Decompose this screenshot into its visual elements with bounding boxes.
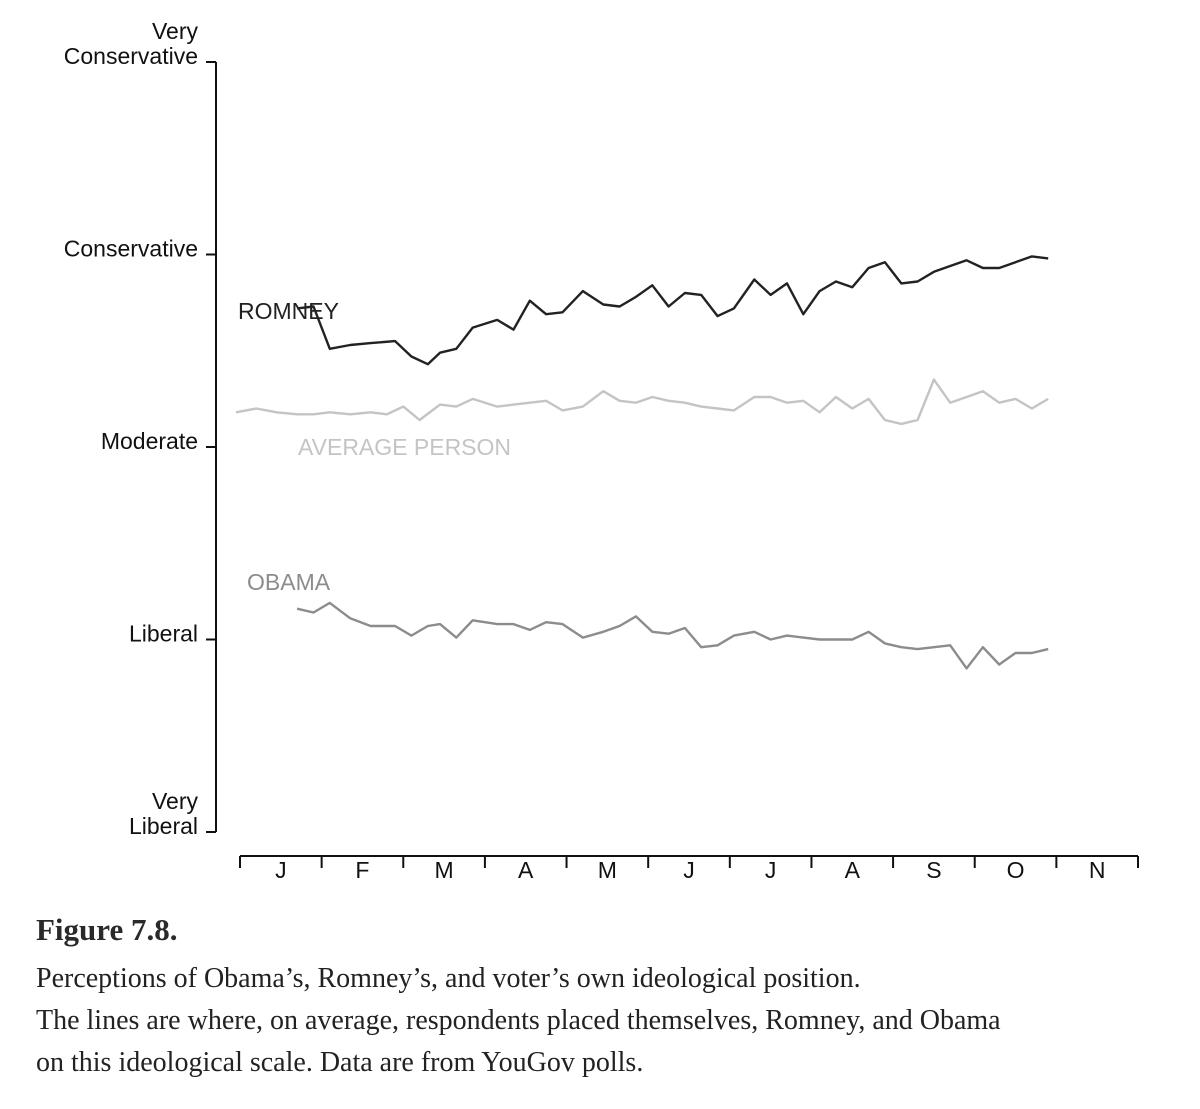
x-month-label: J bbox=[275, 857, 287, 883]
y-tick-label-line: Liberal bbox=[129, 813, 198, 839]
x-month-label: S bbox=[926, 857, 941, 883]
y-tick-label: Liberal bbox=[129, 621, 198, 647]
y-tick-label-line: Very bbox=[152, 18, 199, 44]
x-month-label: F bbox=[355, 857, 369, 883]
series-line-obama bbox=[296, 601, 1049, 670]
y-tick-label: Very Conservative bbox=[64, 18, 199, 69]
x-month-label: J bbox=[765, 857, 777, 883]
x-month-label: N bbox=[1089, 857, 1106, 883]
y-tick-label-line: Conservative bbox=[64, 236, 198, 262]
caption-line-3: on this ideological scale. Data are from… bbox=[36, 1047, 644, 1078]
x-month-label: A bbox=[518, 857, 534, 883]
figure-caption: Figure 7.8. Perceptions of Obama’s, Romn… bbox=[36, 912, 1176, 1084]
y-axis: Very LiberalLiberalModerateConservativeVe… bbox=[64, 18, 217, 839]
x-month-label: O bbox=[1007, 857, 1025, 883]
y-tick-label-line: Liberal bbox=[129, 621, 198, 647]
series-label-obama: OBAMA bbox=[247, 569, 331, 595]
x-month-label: M bbox=[435, 857, 454, 883]
x-month-label: M bbox=[598, 857, 617, 883]
y-tick-label-line: Very bbox=[152, 788, 199, 814]
series-label-romney: ROMNEY bbox=[238, 298, 339, 324]
series-line-average-person bbox=[235, 378, 1049, 426]
figure-label: Figure 7.8. bbox=[36, 912, 178, 947]
series-lines bbox=[235, 255, 1049, 670]
y-tick-label-line: Moderate bbox=[101, 428, 198, 454]
y-tick-label: Moderate bbox=[101, 428, 198, 454]
ideology-line-chart: Very LiberalLiberalModerateConservativeVe… bbox=[64, 18, 1139, 883]
y-tick-label-line: Conservative bbox=[64, 43, 198, 69]
x-month-label: A bbox=[845, 857, 861, 883]
y-tick-label: Very Liberal bbox=[129, 788, 199, 839]
caption-line-1: Perceptions of Obama’s, Romney’s, and vo… bbox=[36, 963, 861, 994]
y-tick-label: Conservative bbox=[64, 236, 198, 262]
series-line-romney bbox=[296, 255, 1049, 366]
series-labels: ROMNEY AVERAGE PERSON OBAMA bbox=[238, 298, 511, 595]
caption-line-2: The lines are where, on average, respond… bbox=[36, 1005, 1001, 1036]
series-label-average-person: AVERAGE PERSON bbox=[298, 434, 511, 460]
x-month-label: J bbox=[683, 857, 695, 883]
